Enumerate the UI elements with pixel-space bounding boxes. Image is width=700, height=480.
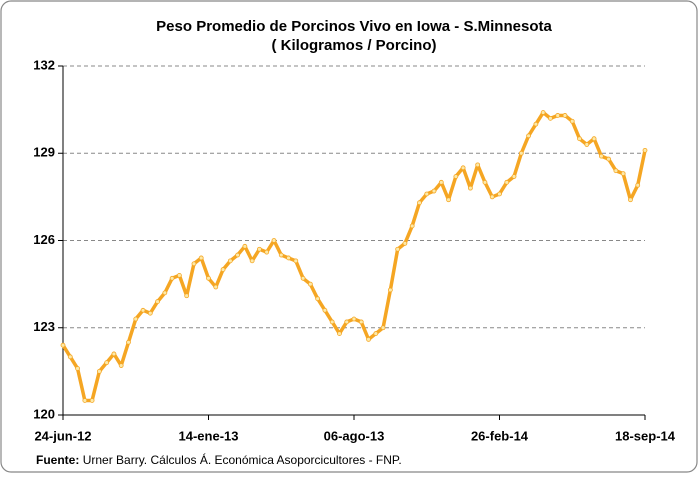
x-tick-label: 06-ago-13 [324, 428, 385, 443]
data-point [584, 142, 590, 147]
data-point [475, 162, 481, 168]
data-point [431, 188, 437, 194]
data-point [322, 307, 328, 313]
data-point [460, 165, 466, 171]
data-point [482, 179, 488, 185]
data-point [446, 197, 451, 203]
data-point [337, 331, 342, 336]
data-point [147, 310, 153, 316]
data-point [191, 261, 197, 267]
x-tick-label: 18-sep-14 [615, 428, 676, 443]
data-point [533, 121, 539, 127]
data-point [569, 118, 575, 124]
data-point [235, 252, 241, 258]
data-point [60, 342, 66, 348]
source-label: Fuente: [36, 453, 79, 467]
data-point [555, 113, 561, 118]
chart-subtitle: ( Kilogramos / Porcino) [271, 37, 436, 54]
data-point [278, 252, 284, 258]
data-point [548, 115, 553, 121]
data-point [307, 281, 313, 287]
data-point [67, 354, 73, 360]
data-point [104, 360, 110, 366]
data-point [387, 287, 393, 293]
data-point [366, 336, 371, 342]
data-point [373, 331, 379, 336]
data-point [286, 255, 291, 261]
data-point [344, 319, 350, 325]
x-tick-label: 26-feb-14 [471, 428, 529, 443]
data-point [598, 153, 604, 159]
data-point [176, 272, 182, 278]
y-tick-label: 120 [33, 406, 55, 421]
source: Fuente: Urner Barry. Cálculos Á. Económi… [36, 452, 402, 467]
data-point [198, 255, 204, 261]
data-point [257, 246, 262, 252]
y-tick-label: 132 [33, 57, 55, 72]
data-point [315, 296, 321, 302]
data-point [126, 339, 131, 345]
data-point [540, 110, 546, 115]
data-point [467, 185, 473, 191]
data-point [518, 150, 524, 156]
data-point [300, 275, 306, 281]
source-text: Urner Barry. Cálculos Á. Económica Asopo… [83, 452, 402, 467]
data-point [511, 174, 517, 179]
data-point [249, 258, 255, 264]
x-tick-label: 14-ene-13 [179, 428, 239, 443]
data-point [89, 398, 95, 403]
x-tick-label: 24-jun-12 [34, 428, 91, 443]
data-point [75, 366, 80, 371]
data-point [417, 200, 422, 206]
data-point [169, 275, 175, 281]
data-point [438, 179, 444, 185]
data-point [133, 316, 139, 322]
y-tick-label: 129 [33, 145, 55, 160]
data-point [409, 223, 415, 229]
data-point [526, 133, 531, 139]
data-point [242, 243, 248, 249]
data-point [577, 136, 582, 142]
data-point [213, 284, 219, 290]
chart-title: Peso Promedio de Porcinos Vivo en Iowa -… [156, 18, 552, 35]
data-point [613, 168, 619, 174]
data-point [606, 156, 612, 162]
data-point [489, 194, 495, 200]
data-point [591, 136, 597, 142]
data-point [227, 258, 233, 264]
data-point [155, 299, 160, 304]
data-point [504, 179, 510, 185]
data-point [351, 316, 357, 322]
data-point [562, 113, 568, 118]
data-point [140, 307, 146, 313]
data-point [453, 174, 459, 179]
data-point [329, 319, 335, 325]
y-tick-label: 126 [33, 232, 55, 247]
data-point [628, 197, 633, 203]
data-point [402, 241, 408, 246]
data-point [293, 258, 299, 264]
data-point [395, 246, 401, 252]
y-tick-label: 123 [33, 319, 55, 334]
data-point [642, 147, 648, 153]
data-point [271, 238, 277, 243]
data-point [162, 290, 168, 296]
data-point [358, 319, 364, 325]
data-point [184, 293, 190, 299]
data-point [620, 171, 626, 177]
data-point [264, 249, 270, 255]
data-point [82, 398, 88, 403]
data-point [635, 182, 641, 188]
data-point [220, 267, 226, 272]
data-point [118, 363, 124, 368]
data-point [380, 325, 386, 331]
data-point [497, 191, 502, 197]
data-point [96, 368, 102, 374]
data-point [206, 275, 211, 281]
data-point [424, 191, 430, 197]
data-point [111, 351, 117, 357]
